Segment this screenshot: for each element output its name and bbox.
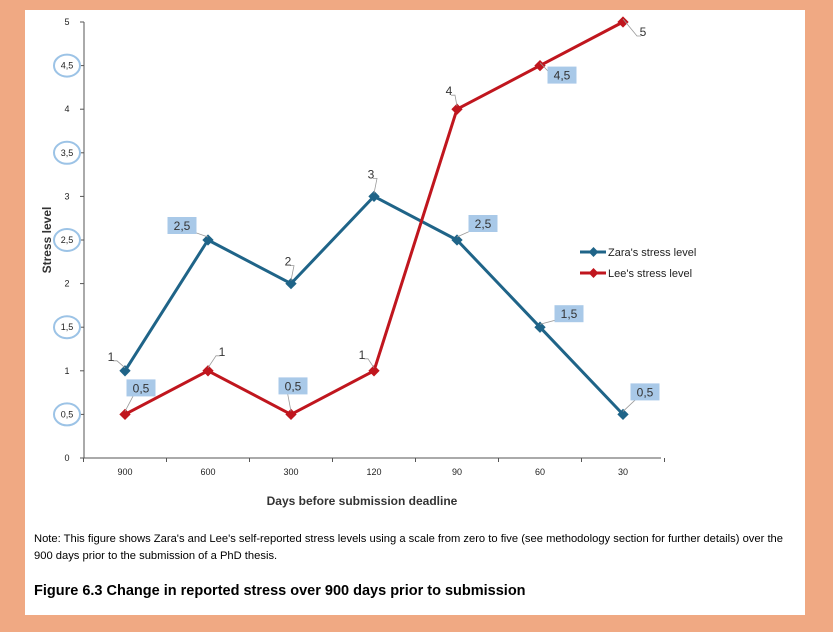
data-label: 0,5 <box>133 381 150 395</box>
legend-label: Zara's stress level <box>608 247 696 259</box>
legend-swatch-marker <box>588 268 599 278</box>
x-tick-label: 600 <box>200 467 215 477</box>
data-label-leader <box>451 94 458 107</box>
y-tick-label: 1,5 <box>61 322 74 332</box>
figure-caption: Figure 6.3 Change in reported stress ove… <box>34 583 526 599</box>
y-tick-label: 5 <box>64 17 69 27</box>
data-label: 0,5 <box>285 379 302 393</box>
data-point-marker <box>368 365 380 377</box>
y-tick-highlight-circle <box>53 140 81 165</box>
y-tick-highlight-circle <box>53 315 81 340</box>
x-tick-label: 900 <box>117 467 132 477</box>
data-label-highlight <box>278 377 308 395</box>
data-point-marker <box>617 16 629 28</box>
data-label: 4 <box>446 84 453 98</box>
data-point-marker <box>285 277 297 290</box>
legend-label: Lee's stress level <box>608 268 692 280</box>
y-axis-title: Stress level <box>40 207 54 274</box>
data-label-leader <box>207 355 220 369</box>
y-tick-highlight-circle <box>53 53 81 78</box>
line-chart: 0 0,5 1 1,5 2 2,5 3 3,5 4 4,5 5 900 600 300 120 90 60 30 D… <box>40 16 696 508</box>
data-point-marker <box>202 234 214 246</box>
x-tick-label: 300 <box>283 467 298 477</box>
y-tick-label: 0,5 <box>61 409 74 419</box>
y-tick-label: 4 <box>64 104 69 114</box>
series-line-zara <box>123 194 625 416</box>
data-label-highlight <box>468 215 498 232</box>
y-tick-label: 0 <box>64 453 69 463</box>
data-point-marker <box>285 408 297 421</box>
y-tick-label: 2 <box>64 279 69 289</box>
figure-card: 0 0,5 1 1,5 2 2,5 3 3,5 4 4,5 5 900 600 300 120 90 60 30 D… <box>25 10 805 615</box>
data-label-leader <box>113 360 126 369</box>
data-label: 2 <box>285 255 292 269</box>
x-tick-label: 30 <box>618 467 628 477</box>
data-point-marker <box>534 321 546 333</box>
data-label-highlight <box>167 217 197 234</box>
x-axis-title: Days before submission deadline <box>267 494 458 508</box>
data-label-leader <box>364 358 375 369</box>
data-label: 4,5 <box>554 69 571 83</box>
data-label-highlight <box>126 379 156 397</box>
y-tick-label: 1 <box>64 366 69 376</box>
x-tick-label: 60 <box>535 467 545 477</box>
data-label-highlight <box>630 383 660 401</box>
y-tick-label: 4,5 <box>61 61 74 71</box>
data-label: 0,5 <box>637 385 654 399</box>
data-label: 2,5 <box>475 217 492 231</box>
data-point-marker <box>119 408 131 421</box>
data-label-highlight <box>554 305 584 323</box>
data-label: 1 <box>359 348 366 362</box>
data-label: 3 <box>368 167 375 181</box>
data-label: 1 <box>108 350 115 364</box>
data-label: 2,5 <box>174 219 191 233</box>
y-tick-highlight-circle <box>53 228 81 252</box>
data-label-highlight <box>547 66 577 84</box>
y-tick-label: 3 <box>64 191 69 201</box>
data-point-marker <box>617 408 629 421</box>
y-tick-label: 2,5 <box>61 235 74 245</box>
data-label-leader <box>373 177 378 194</box>
data-point-marker <box>368 190 380 203</box>
data-label-leader <box>290 265 295 281</box>
x-tick-label: 90 <box>452 467 462 477</box>
data-point-marker <box>451 234 463 246</box>
figure-note: Note: This figure shows Zara's and Lee's… <box>34 533 784 562</box>
data-label: 1 <box>219 345 226 359</box>
data-point-marker <box>202 365 214 377</box>
data-label: 1,5 <box>561 307 578 321</box>
data-label-leader <box>622 18 641 37</box>
data-point-marker <box>534 59 546 72</box>
y-tick-highlight-circle <box>53 402 81 427</box>
legend-swatch-marker <box>588 247 599 257</box>
x-tick-label: 120 <box>366 467 381 477</box>
data-label: 5 <box>640 25 647 39</box>
y-tick-label: 3,5 <box>61 148 74 158</box>
